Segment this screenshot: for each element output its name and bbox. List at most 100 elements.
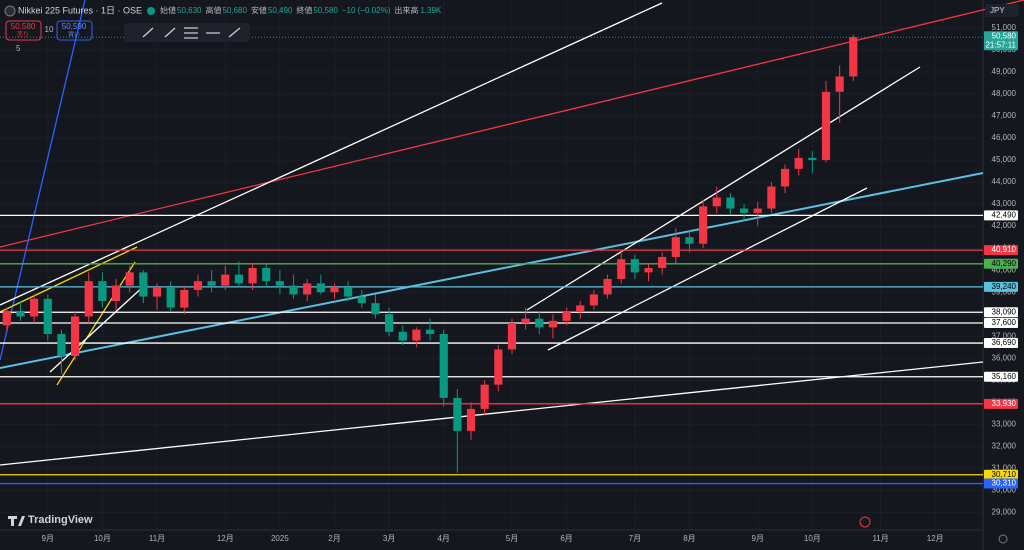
price-label: 30,710: [992, 470, 1017, 479]
indicator-count[interactable]: 5: [16, 44, 21, 53]
candle-body: [821, 91, 831, 161]
currency[interactable]: JPY: [990, 6, 1005, 15]
sell-button[interactable]: [5, 20, 42, 41]
currency-box[interactable]: [985, 4, 1019, 17]
ohlc: 始値 50,630 高値 50,680 安値 50,490 終値 50,580 −10 (−0.…: [160, 5, 442, 15]
y-tick-label: 30,000: [992, 485, 1017, 494]
price-label: 33,930: [992, 399, 1017, 408]
price-label: 38,090: [992, 307, 1017, 316]
y-tick-label: 31,000: [992, 463, 1017, 472]
buy-label[interactable]: 買い: [68, 32, 80, 39]
trend-line: [49, 284, 146, 373]
x-tick-label: 12月: [927, 534, 944, 543]
x-tick-label: 7月: [629, 534, 641, 543]
buy-button[interactable]: [56, 20, 93, 41]
candle-body: [767, 186, 776, 209]
candle-body: [84, 281, 93, 317]
candle-body: [207, 281, 216, 286]
x-tick-label: 5月: [506, 534, 518, 543]
field-value: 50,630: [177, 6, 202, 15]
price-label-box: [984, 338, 1018, 349]
candle-body: [685, 237, 694, 244]
symbol: Nikkei 225 Futures · 1日 · OSE: [18, 5, 142, 15]
logo: TradingView: [28, 514, 93, 526]
x-tick-label: 6月: [560, 534, 572, 543]
y-tick-label: 42,000: [992, 221, 1017, 230]
candle-body: [589, 294, 598, 306]
y-tick-label: 43,000: [992, 199, 1017, 208]
candle-body: [671, 237, 680, 257]
y-tick-label: 44,000: [992, 177, 1017, 186]
trend-line: [0, 0, 86, 361]
candle-body: [221, 274, 230, 286]
candle-body: [849, 37, 858, 77]
field-label: 高値: [205, 5, 221, 15]
status-dot: [147, 7, 155, 15]
y-tick-label: 29,000: [992, 507, 1017, 516]
candle-body: [152, 287, 162, 297]
y-tick-label: 32,000: [992, 441, 1017, 450]
y-tick-label: 48,000: [992, 89, 1017, 98]
candle-body: [180, 289, 189, 308]
y-tick-label: 36,000: [992, 353, 1017, 362]
candle-body: [562, 312, 571, 321]
event-icon[interactable]: [859, 516, 871, 528]
settings-icon[interactable]: [998, 534, 1008, 544]
field-label: 終値: [296, 5, 312, 15]
x-tick-label: 2025: [271, 534, 289, 543]
y-tick-label: 33,000: [992, 419, 1017, 428]
candle-body: [398, 331, 407, 341]
candle-body: [316, 283, 325, 293]
trend-line: [526, 66, 921, 311]
candle-body: [576, 305, 585, 313]
candle-body: [835, 76, 844, 92]
x-tick-label: 10月: [804, 534, 821, 543]
candle-body: [16, 312, 25, 317]
candle-body: [658, 256, 667, 268]
field-value: 50,580: [313, 6, 338, 15]
candle-body: [234, 274, 244, 284]
candle-body: [494, 349, 503, 385]
candle-body: [139, 272, 148, 297]
spread: 10: [45, 25, 54, 34]
last-price-label: 50,580: [992, 31, 1017, 40]
sell-price[interactable]: 50,580: [11, 22, 36, 31]
sell-label[interactable]: 売り: [17, 31, 29, 39]
candle-body: [699, 206, 708, 244]
symbol-icon: [4, 5, 16, 17]
candle-body: [43, 298, 52, 335]
price-label-box: [984, 258, 1018, 269]
tool-icon[interactable]: [228, 27, 241, 38]
candle-body: [753, 208, 762, 213]
price-label: 36,690: [992, 338, 1017, 347]
candle-body: [630, 259, 639, 273]
toolbar-icons: [142, 27, 241, 39]
tool-icon[interactable]: [164, 27, 176, 38]
candle-body: [644, 267, 653, 273]
candle-body: [125, 272, 134, 286]
last-price-box: [984, 31, 1018, 51]
buy-price[interactable]: 50,590: [62, 22, 87, 31]
candle-body: [780, 168, 790, 187]
candle-body: [425, 329, 435, 335]
y-tick-label: 51,000: [992, 23, 1017, 32]
x-tick-label: 11月: [872, 534, 888, 543]
field-value: 50,680: [222, 6, 247, 15]
candle-body: [521, 318, 530, 324]
candle-body: [548, 320, 558, 328]
y-tick-label: 37,000: [992, 331, 1017, 340]
grid: [0, 0, 983, 530]
price-label: 35,160: [992, 372, 1017, 381]
price-label-box: [984, 398, 1018, 409]
tool-icon[interactable]: [142, 27, 154, 38]
change: −10 (−0.02%): [342, 6, 391, 15]
candle-body: [385, 314, 394, 332]
trend-line: [0, 2, 663, 306]
x-tick-label: 9月: [752, 534, 764, 543]
volume: 1.39K: [420, 6, 442, 15]
candle-body: [412, 329, 421, 341]
price-label: 42,490: [992, 210, 1017, 219]
candle-body: [30, 298, 39, 317]
candle-body: [439, 334, 448, 398]
